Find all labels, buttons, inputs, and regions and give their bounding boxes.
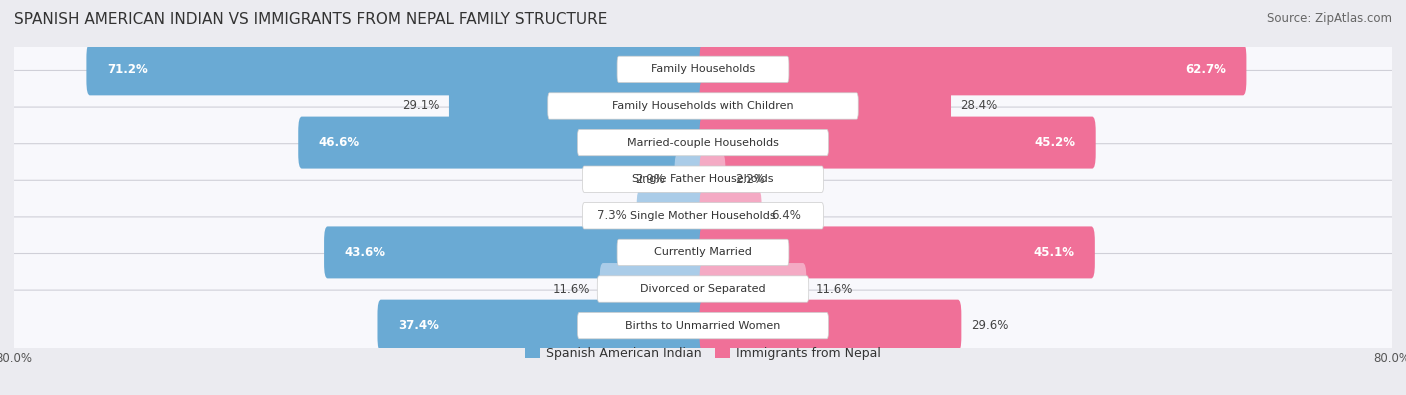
Text: SPANISH AMERICAN INDIAN VS IMMIGRANTS FROM NEPAL FAMILY STRUCTURE: SPANISH AMERICAN INDIAN VS IMMIGRANTS FR… [14,12,607,27]
Text: 71.2%: 71.2% [107,63,148,76]
Text: Currently Married: Currently Married [654,247,752,258]
FancyBboxPatch shape [582,203,824,229]
Legend: Spanish American Indian, Immigrants from Nepal: Spanish American Indian, Immigrants from… [520,342,886,365]
FancyBboxPatch shape [6,290,1400,361]
FancyBboxPatch shape [617,56,789,83]
FancyBboxPatch shape [700,300,962,352]
Text: 45.2%: 45.2% [1033,136,1076,149]
FancyBboxPatch shape [323,226,706,278]
Text: Divorced or Separated: Divorced or Separated [640,284,766,294]
FancyBboxPatch shape [298,117,706,169]
FancyBboxPatch shape [599,263,706,315]
FancyBboxPatch shape [6,34,1400,105]
Text: 29.6%: 29.6% [970,319,1008,332]
Text: 29.1%: 29.1% [402,100,440,113]
Text: 2.9%: 2.9% [636,173,665,186]
Text: 6.4%: 6.4% [770,209,801,222]
Text: 37.4%: 37.4% [398,319,439,332]
Text: 11.6%: 11.6% [553,282,591,295]
Text: Single Mother Households: Single Mother Households [630,211,776,221]
Text: Family Households with Children: Family Households with Children [612,101,794,111]
FancyBboxPatch shape [6,254,1400,325]
Text: 46.6%: 46.6% [319,136,360,149]
FancyBboxPatch shape [6,107,1400,178]
FancyBboxPatch shape [617,239,789,265]
FancyBboxPatch shape [6,144,1400,215]
FancyBboxPatch shape [578,312,828,339]
FancyBboxPatch shape [700,226,1095,278]
FancyBboxPatch shape [700,263,807,315]
Text: Source: ZipAtlas.com: Source: ZipAtlas.com [1267,12,1392,25]
FancyBboxPatch shape [377,300,706,352]
FancyBboxPatch shape [6,217,1400,288]
Text: Married-couple Households: Married-couple Households [627,137,779,148]
FancyBboxPatch shape [86,43,706,95]
FancyBboxPatch shape [637,190,706,242]
Text: 45.1%: 45.1% [1033,246,1074,259]
Text: 62.7%: 62.7% [1185,63,1226,76]
FancyBboxPatch shape [598,276,808,302]
FancyBboxPatch shape [6,180,1400,251]
FancyBboxPatch shape [6,70,1400,141]
FancyBboxPatch shape [578,130,828,156]
FancyBboxPatch shape [700,153,725,205]
Text: 11.6%: 11.6% [815,282,853,295]
FancyBboxPatch shape [700,43,1246,95]
FancyBboxPatch shape [700,117,1095,169]
Text: Single Father Households: Single Father Households [633,174,773,184]
FancyBboxPatch shape [548,93,858,119]
Text: Births to Unmarried Women: Births to Unmarried Women [626,321,780,331]
FancyBboxPatch shape [700,80,950,132]
Text: 7.3%: 7.3% [598,209,627,222]
FancyBboxPatch shape [700,190,762,242]
Text: 43.6%: 43.6% [344,246,385,259]
Text: 28.4%: 28.4% [960,100,998,113]
FancyBboxPatch shape [582,166,824,192]
Text: Family Households: Family Households [651,64,755,74]
Text: 2.2%: 2.2% [735,173,765,186]
FancyBboxPatch shape [675,153,706,205]
FancyBboxPatch shape [449,80,706,132]
